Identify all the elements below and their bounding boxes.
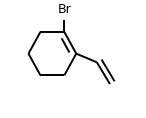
Text: Br: Br xyxy=(57,3,71,16)
